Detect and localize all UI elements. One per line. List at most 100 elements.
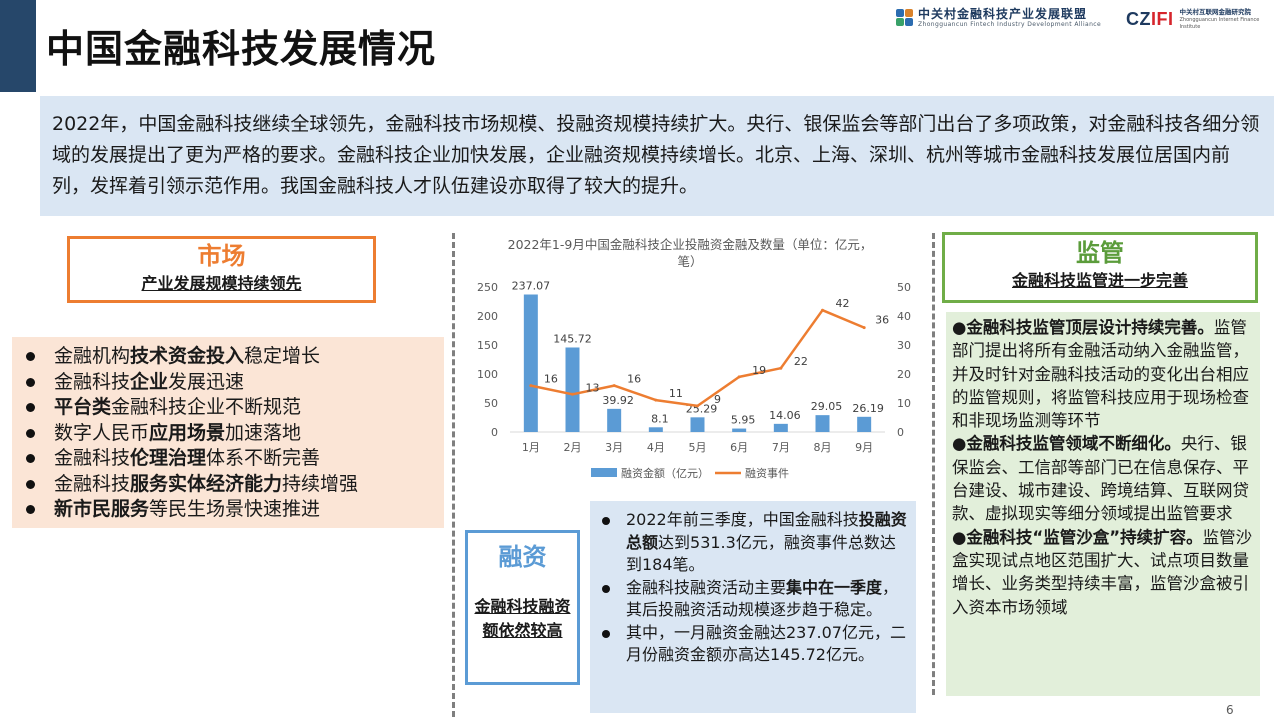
item-text: 2022年前三季度，中国金融科技 — [626, 510, 859, 529]
line-series-path — [530, 308, 865, 408]
x-tick-label: 1月 — [522, 441, 540, 454]
x-tick-label: 3月 — [605, 441, 623, 454]
bullet-dot-icon — [602, 629, 610, 638]
line-value-label: 16 — [627, 373, 641, 386]
item-text: 达到531.3亿元，融资事件总数达到184笔。 — [626, 532, 896, 575]
y-left-tick-label: 50 — [484, 397, 498, 410]
item-text-wrap: 金融科技融资活动主要集中在一季度，其后投融资活动规模逐步趋于稳定。 — [626, 577, 908, 622]
item-text: 金融科技 — [54, 472, 131, 495]
finance-list-item: 其中，一月融资金融达237.07亿元，二月份融资金额亦高达145.72亿元。 — [594, 622, 908, 667]
market-list-item: 金融科技服务实体经济能力持续增强 — [22, 472, 444, 498]
y-left-tick-label: 250 — [477, 281, 498, 294]
line-value-label: 9 — [714, 393, 721, 406]
bullet-dot-icon — [26, 352, 35, 362]
item-emphasis: 服务实体经济能力 — [130, 472, 283, 495]
finance-list-item: 2022年前三季度，中国金融科技投融资总额达到531.3亿元，融资事件总数达到1… — [594, 509, 908, 577]
y-right-tick-label: 30 — [897, 339, 911, 352]
y-left-tick-label: 0 — [491, 426, 498, 439]
chart-title: 2022年1-9月中国金融科技企业投融资金融及数量（单位：亿元，笔） — [507, 237, 873, 269]
item-emphasis: 企业 — [130, 370, 169, 393]
bullet-dot-icon — [26, 454, 35, 464]
alliance-logo-icon — [896, 9, 914, 27]
finance-title: 融资 — [498, 543, 547, 571]
item-emphasis: 平台类 — [54, 396, 112, 418]
legend-line-label: 融资事件 — [745, 467, 789, 480]
bullet-dot-icon — [26, 377, 35, 387]
bullet-dot-icon — [26, 505, 35, 515]
regulation-subtitle: 金融科技监管进一步完善 — [1011, 271, 1188, 290]
y-left-tick-label: 100 — [477, 368, 498, 381]
alliance-name-en: Zhongguancun Fintech Industry Developmen… — [918, 21, 1102, 28]
line-value-label: 42 — [836, 297, 850, 310]
line-point — [821, 308, 824, 312]
market-bullet-list: 金融机构技术资金投入稳定增长 金融科技企业发展迅速 平台类金融科技企业不断规范 数字人… — [12, 337, 444, 528]
market-list-item: 新市民服务等民生场景快速推进 — [22, 497, 444, 523]
market-list-item: 平台类金融科技企业不断规范 — [22, 395, 444, 421]
czifi-logo-icon: CZIFI — [1126, 9, 1174, 29]
y-left-tick-label: 200 — [477, 310, 498, 323]
x-tick-label: 9月 — [855, 441, 873, 454]
bar-value-label: 8.1 — [651, 412, 669, 425]
bullet-dot-icon — [26, 479, 35, 489]
line-value-label: 11 — [669, 387, 683, 400]
item-emphasis: 技术资金投入 — [130, 345, 245, 367]
item-text: 金融机构 — [54, 345, 131, 367]
item-text: 等民生场景快速推进 — [149, 498, 321, 520]
line-value-label: 19 — [752, 364, 766, 377]
market-list-item: 金融机构技术资金投入稳定增长 — [22, 344, 444, 370]
bar-mark — [523, 294, 538, 432]
item-text: 金融科技融资活动主要 — [626, 577, 787, 597]
regulation-point-heading: ●金融科技监管顶层设计持续完善。 — [952, 318, 1214, 337]
section-divider-left — [452, 233, 455, 717]
item-text: 加速落地 — [225, 421, 302, 444]
line-point — [612, 384, 616, 388]
item-text-wrap: 其中，一月融资金融达237.07亿元，二月份融资金额亦高达145.72亿元。 — [626, 622, 908, 667]
czifi-name-cn: 中关村互联网金融研究院 — [1179, 8, 1252, 16]
bar-value-label: 26.19 — [852, 402, 884, 415]
item-text: ，其后投融资活动规模逐步趋于稳定。 — [626, 577, 899, 620]
intro-text: 2022年，中国金融科技继续全球领先，金融科技市场规模、投融资规模持续扩大。央行… — [52, 113, 1260, 197]
line-point — [737, 375, 741, 379]
regulation-content-box: ●金融科技监管顶层设计持续完善。监管部门提出将所有金融活动纳入金融监管，并及时针… — [946, 312, 1260, 696]
market-title: 市场 — [197, 242, 246, 270]
regulation-heading-box: 监管 金融科技监管进一步完善 — [942, 232, 1258, 303]
page-number: 6 — [1226, 703, 1234, 717]
bullet-dot-icon — [602, 517, 610, 525]
bar-value-label: 14.06 — [769, 409, 801, 422]
item-emphasis: 新市民服务 — [54, 498, 150, 520]
item-text: 持续增强 — [282, 472, 359, 495]
item-text: 金融科技企业不断规范 — [111, 396, 302, 418]
line-point — [779, 366, 783, 370]
x-tick-label: 2月 — [564, 441, 582, 454]
bar-mark — [773, 423, 788, 432]
bar-value-label: 5.95 — [731, 414, 756, 427]
regulation-paragraph: ●金融科技监管领域不断细化。央行、银保监会、工信部等部门已在信息保存、平台建设、… — [952, 432, 1256, 525]
finance-list-item: 金融科技融资活动主要集中在一季度，其后投融资活动规模逐步趋于稳定。 — [594, 577, 908, 622]
regulation-paragraph: ●金融科技“监管沙盒”持续扩容。监管沙盒实现试点地区范围扩大、试点项目数量增长、… — [952, 526, 1256, 619]
item-text: 其中，一月融资金融达237.07亿元，二月份融资金额亦高达145.72亿元。 — [626, 622, 906, 665]
y-right-tick-label: 40 — [897, 310, 911, 323]
bar-value-label: 39.92 — [602, 394, 634, 407]
market-list-item: 金融科技伦理治理体系不断完善 — [22, 446, 444, 472]
zgc-alliance-logo: 中关村金融科技产业发展联盟 Zhongguancun Fintech Indus… — [896, 7, 1101, 29]
bar-mark — [648, 427, 663, 432]
item-text: 金融科技 — [54, 447, 131, 469]
x-tick-label: 7月 — [772, 441, 790, 454]
bar-mark — [857, 416, 872, 432]
line-point — [862, 326, 866, 330]
y-right-tick-label: 0 — [897, 426, 904, 439]
czifi-logo: CZIFI 中关村互联网金融研究院 Zhongguancun Internet … — [1126, 8, 1280, 31]
regulation-paragraph: ●金融科技监管顶层设计持续完善。监管部门提出将所有金融活动纳入金融监管，并及时针… — [952, 316, 1256, 432]
market-subtitle: 产业发展规模持续领先 — [141, 274, 302, 293]
x-tick-label: 6月 — [730, 441, 748, 454]
finance-heading-box: 融资 金融科技融资额依然较高 — [465, 530, 580, 685]
intro-summary-box: 2022年，中国金融科技继续全球领先，金融科技市场规模、投融资规模持续扩大。央行… — [40, 96, 1274, 216]
line-value-label: 36 — [875, 314, 889, 327]
section-divider-right — [932, 233, 935, 695]
bullet-dot-icon — [26, 403, 35, 413]
item-emphasis: 投融资总额 — [626, 510, 907, 552]
market-list-item: 数字人民币应用场景加速落地 — [22, 421, 444, 447]
item-emphasis: 伦理治理 — [130, 447, 207, 469]
market-heading-box: 市场 产业发展规模持续领先 — [67, 236, 376, 303]
bar-value-label: 145.72 — [553, 332, 592, 345]
